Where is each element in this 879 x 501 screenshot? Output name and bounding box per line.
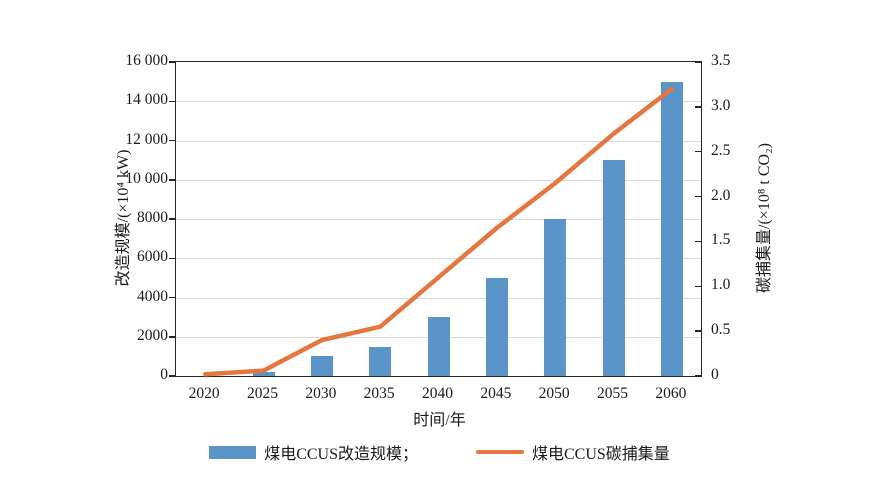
right-axis-title: 碳捕集量/(×10⁸ t CO₂) [756,143,773,293]
bar-legend-swatch [209,445,257,459]
gridline [176,101,701,103]
gridline [176,258,701,260]
right-axis-tick-label: 1.5 [711,231,731,249]
right-axis-tick [695,150,701,153]
bar [660,81,683,376]
right-axis-tick-label: 3.5 [711,52,731,69]
bar [369,346,392,376]
left-axis-tick-label: 12 000 [125,130,168,148]
right-axis-tick [695,240,701,243]
left-axis-tick-label: 2000 [137,326,168,344]
x-axis-title: 时间/年 [413,412,466,429]
legend-item-bar-series: 煤电CCUS改造规模； [209,440,418,464]
plot-area [169,61,702,377]
line-legend-swatch [476,449,524,455]
left-axis-tick [169,218,175,220]
gridline [176,219,701,220]
left-axis-tick [169,375,175,377]
left-axis-tick-label: 0 [160,366,168,383]
left-axis-tick [169,336,175,338]
bar [310,356,333,376]
bar [252,372,275,376]
right-axis-tick [695,285,701,288]
carbon-capture-line [202,86,675,377]
gridline [176,179,701,181]
right-axis-tick [695,330,701,332]
legend-item-line-series: 煤电CCUS碳捕集量 [476,440,670,464]
x-axis-tick-label: 2045 [480,385,512,402]
left-axis-tick-label: 14 000 [125,91,168,109]
left-axis-tick [169,179,175,181]
right-axis-tick [695,375,701,377]
x-axis-tick-label: 2025 [247,385,278,402]
left-axis-tick-label: 16 000 [125,52,168,69]
line-series [202,86,675,377]
gridline [176,297,701,299]
right-axis-tick-label: 0 [711,366,719,383]
bar [544,219,567,376]
x-axis-tick-label: 2055 [597,385,628,402]
right-axis-tick-label: 0.5 [711,321,731,339]
x-axis-tick-label: 2040 [422,385,453,402]
bar-legend-label: 煤电CCUS改造规模； [264,446,418,463]
left-axis-tick [169,139,175,142]
right-axis-tick [695,195,701,198]
right-axis-tick-label: 2.0 [711,186,731,204]
left-axis-tick-label: 10 000 [125,169,168,187]
left-axis-tick-label: 8000 [137,209,168,226]
left-axis-tick [169,61,175,63]
right-axis-tick-label: 2.5 [711,141,731,159]
right-axis-tick-label: 1.0 [711,276,731,294]
gridline [176,140,701,142]
bar [427,317,450,376]
x-axis-tick-label: 2020 [188,385,220,402]
legend: 煤电CCUS改造规模； 煤电CCUS碳捕集量 [0,440,879,464]
x-axis-tick-label: 2030 [305,385,337,402]
left-axis-tick [169,257,175,259]
left-axis-tick [169,100,175,102]
left-axis-tick-label: 4000 [137,287,168,305]
bar [602,160,625,376]
x-axis-tick-label: 2060 [655,385,687,402]
right-axis-tick [695,106,701,108]
left-axis-tick [169,296,175,299]
left-axis-title: 改造规模/(×10⁴ kW) [115,149,132,287]
line-legend-label: 煤电CCUS碳捕集量 [532,446,670,463]
right-axis-tick-label: 3.0 [711,96,731,114]
right-axis-tick [695,61,701,63]
bar [485,277,508,376]
x-axis-tick-label: 2050 [538,385,570,402]
x-axis-tick-label: 2035 [363,385,395,402]
left-axis-tick-label: 6000 [137,248,168,266]
